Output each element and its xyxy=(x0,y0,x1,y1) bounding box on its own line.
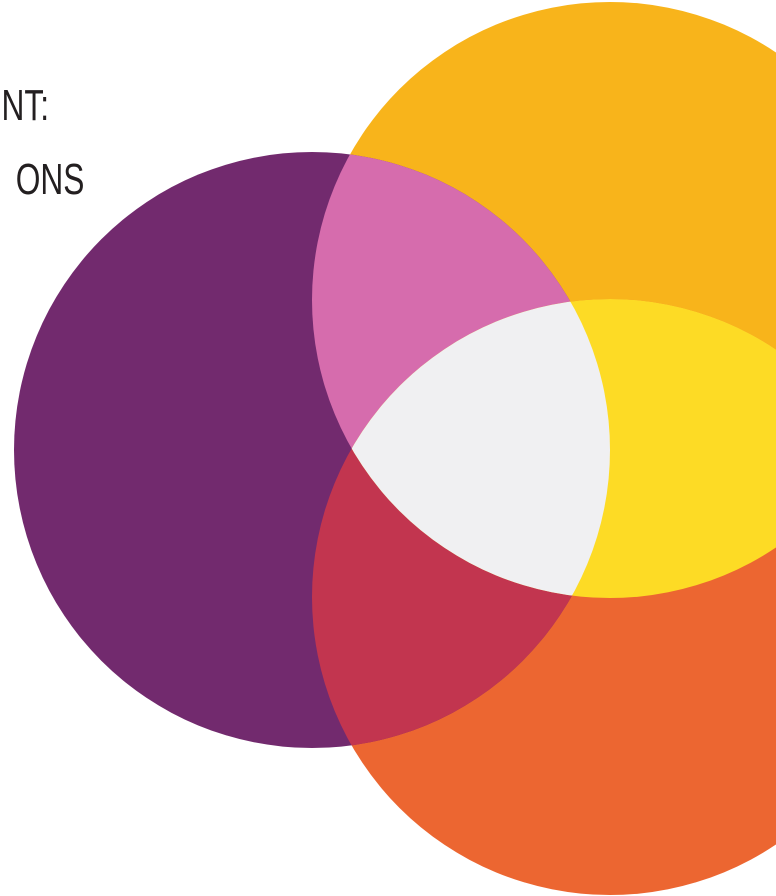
center-overlap xyxy=(312,299,610,598)
